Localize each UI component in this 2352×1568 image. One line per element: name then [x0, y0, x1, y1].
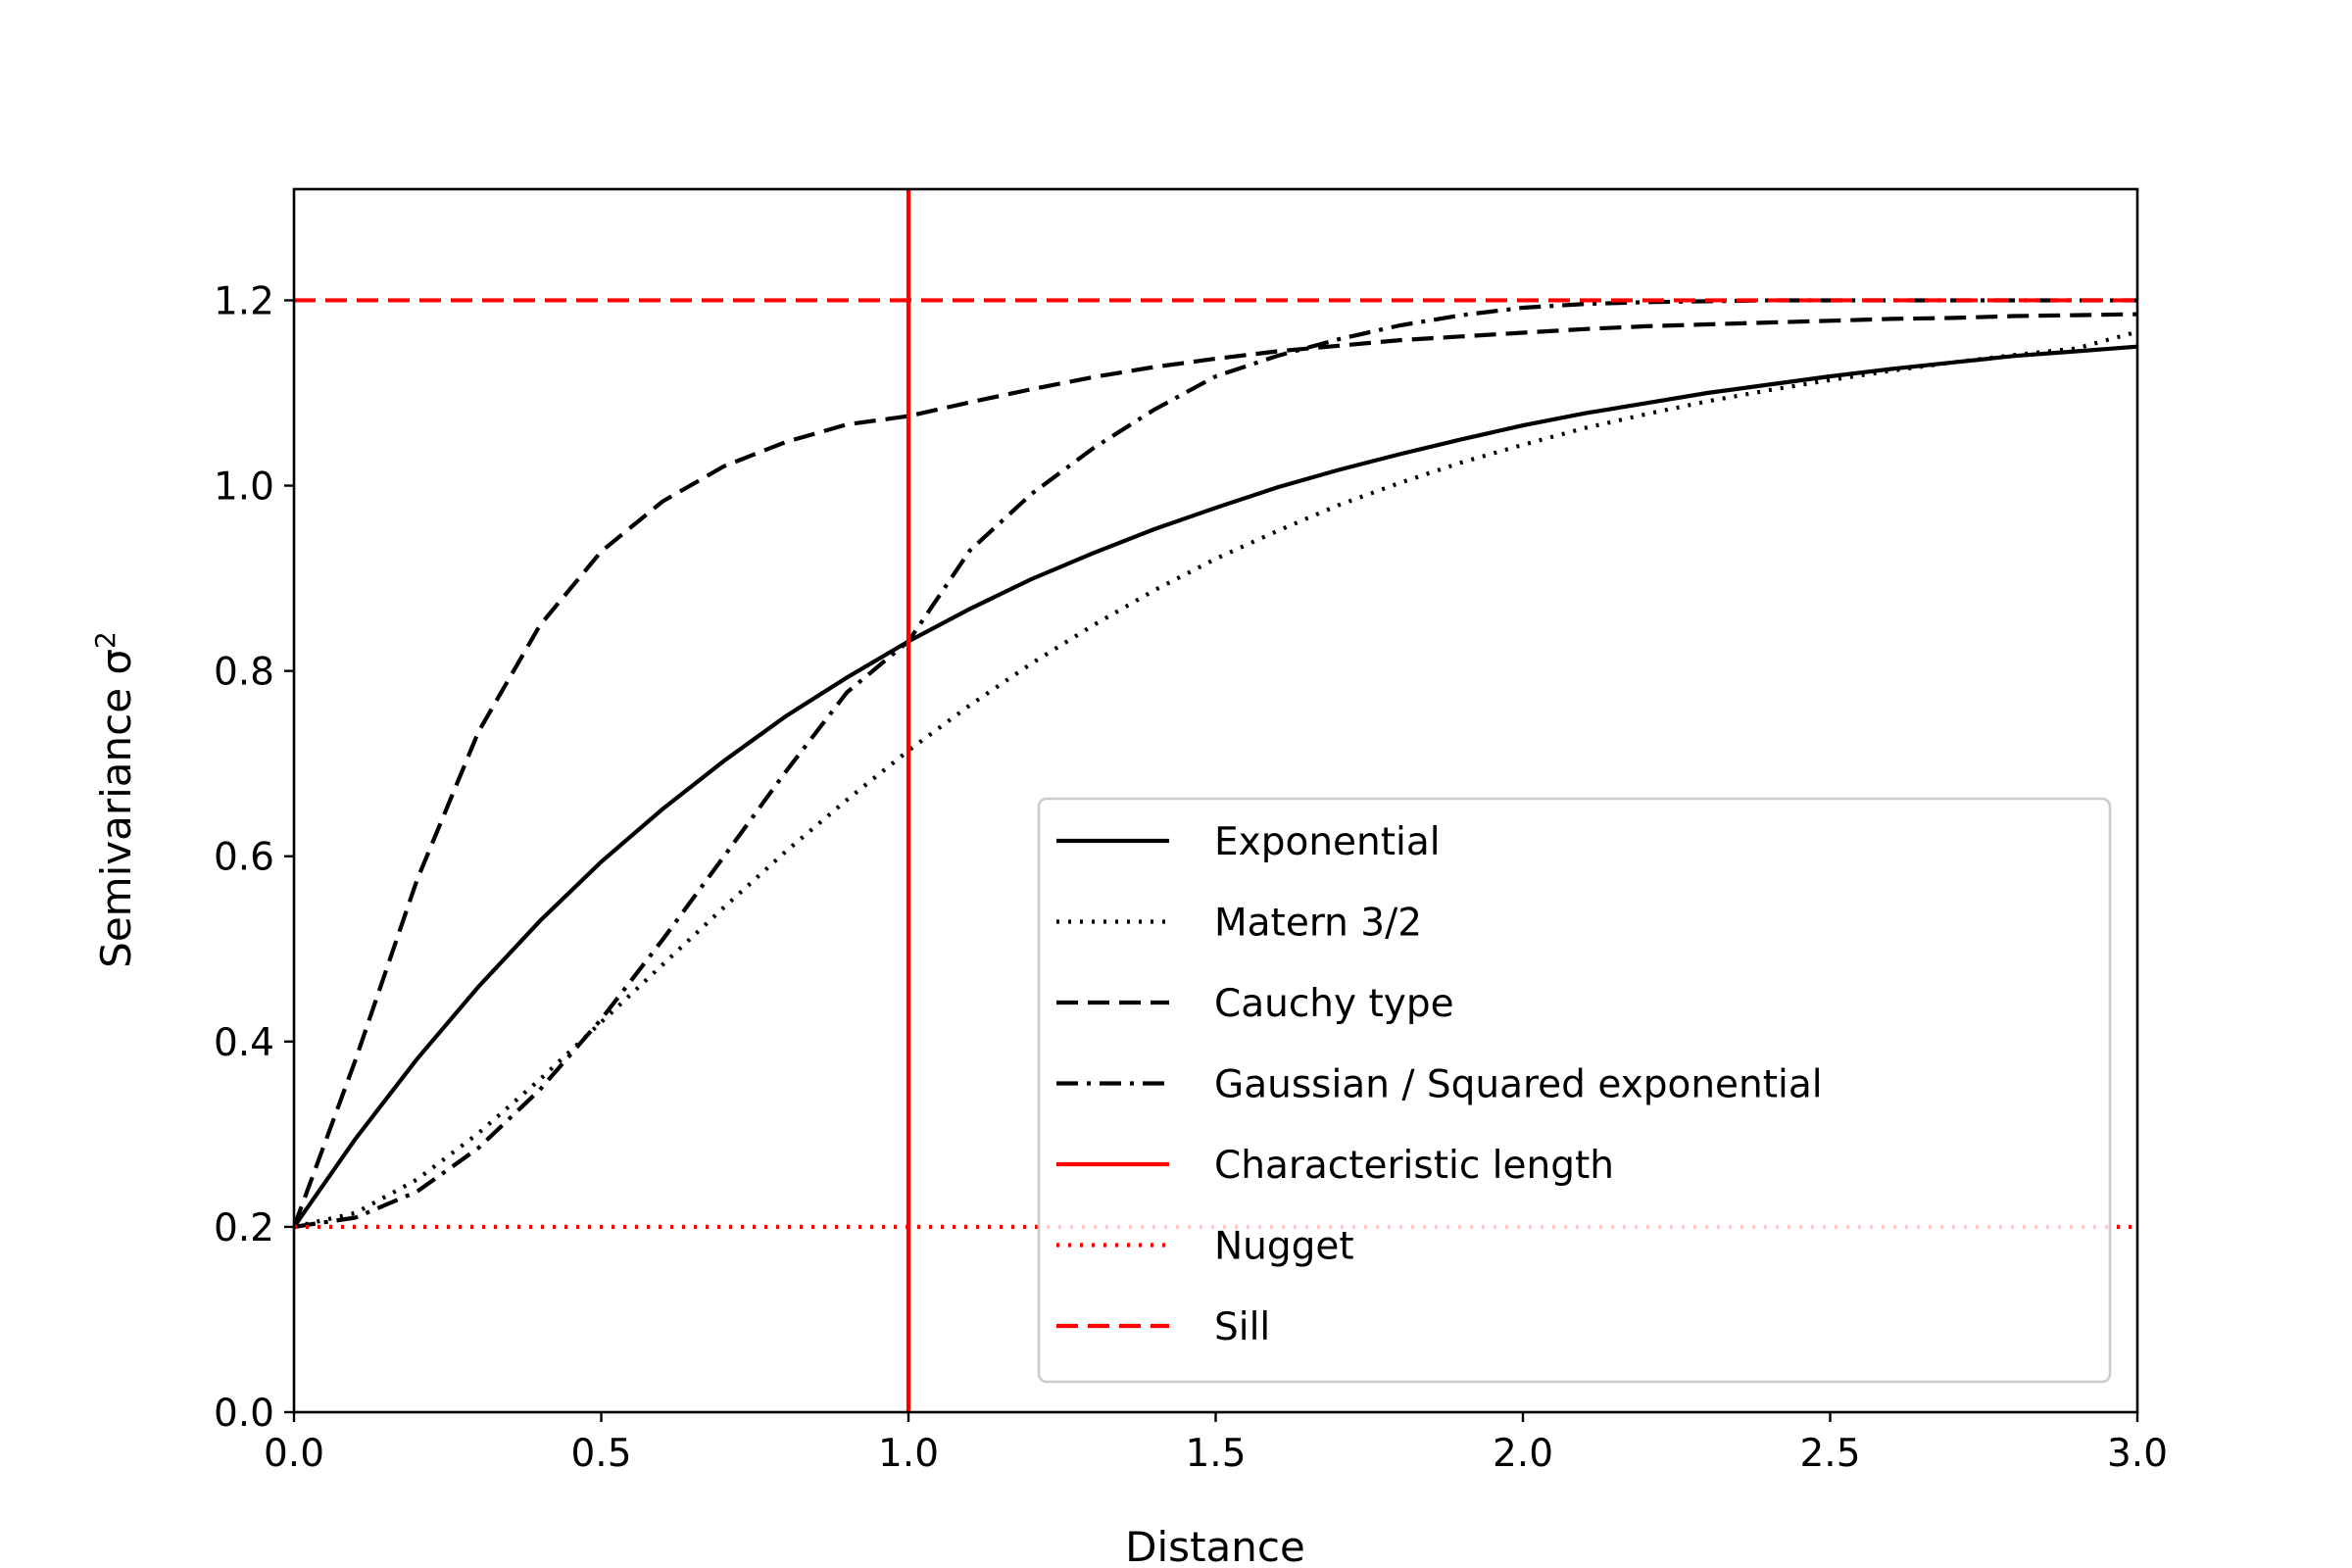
x-tick-label: 2.5 [1799, 1432, 1860, 1476]
series-line-exponential [294, 344, 2137, 1229]
x-tick-label: 2.0 [1493, 1432, 1553, 1476]
y-tick-label: 1.2 [214, 279, 274, 323]
y-axis-label-text: Semivariance σ [92, 649, 140, 968]
y-tick-label: 0.6 [214, 836, 274, 880]
x-tick-label: 0.0 [264, 1432, 324, 1476]
x-axis-ticks: 0.0 0.5 1.0 1.5 2.0 2.5 3.0 [264, 1412, 2168, 1476]
x-tick-label: 1.5 [1185, 1432, 1246, 1476]
legend-label-cauchy-type: Cauchy type [1214, 982, 1454, 1026]
y-tick-label: 0.2 [214, 1206, 274, 1250]
legend-label-characteristic-length: Characteristic length [1214, 1144, 1614, 1188]
x-axis-label: Distance [1125, 1523, 1305, 1568]
series-line-gaussian-squared-exponential [294, 298, 2137, 1229]
x-tick-label: 0.5 [570, 1432, 631, 1476]
x-tick-label: 3.0 [2107, 1432, 2168, 1476]
plot-lines [294, 189, 2137, 1412]
legend-label-matern-3-2: Matern 3/2 [1214, 902, 1422, 946]
x-tick-label: 1.0 [878, 1432, 939, 1476]
y-axis-ticks: 0.0 0.2 0.4 0.6 0.8 1.0 1.2 [214, 279, 294, 1436]
y-tick-label: 0.4 [214, 1021, 274, 1065]
y-tick-label: 0.8 [214, 651, 274, 695]
legend-label-gaussian-squared-exponential: Gaussian / Squared exponential [1214, 1063, 1823, 1107]
y-tick-label: 1.0 [214, 466, 274, 510]
legend-label-sill: Sill [1214, 1305, 1270, 1349]
legend: Exponential Matern 3/2 Cauchy type Gaussian… [1037, 797, 2112, 1384]
series-line-cauchy-type [294, 312, 2137, 1228]
y-axis-label-superscript: 2 [89, 631, 122, 649]
legend-label-nugget: Nugget [1214, 1225, 1354, 1269]
y-tick-label: 0.0 [214, 1392, 274, 1436]
legend-label-exponential: Exponential [1214, 820, 1441, 864]
y-axis-label: Semivariance σ2 [89, 631, 140, 968]
legend-box [1037, 797, 2112, 1384]
